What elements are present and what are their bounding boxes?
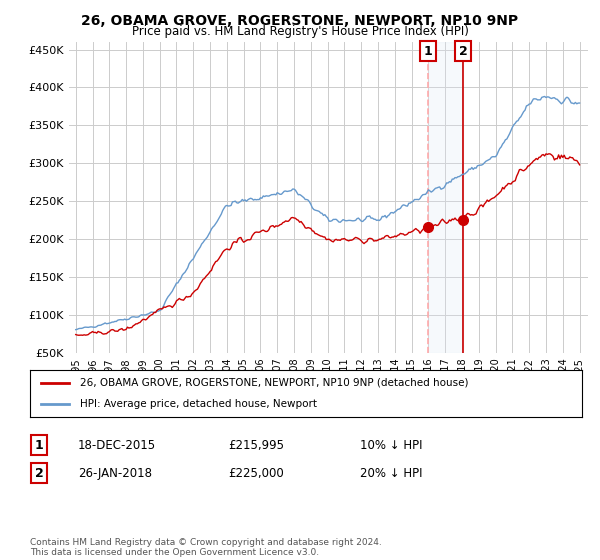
Text: 1: 1	[424, 45, 432, 58]
Text: 26, OBAMA GROVE, ROGERSTONE, NEWPORT, NP10 9NP (detached house): 26, OBAMA GROVE, ROGERSTONE, NEWPORT, NP…	[80, 378, 468, 388]
Text: £215,995: £215,995	[228, 438, 284, 452]
Text: 20% ↓ HPI: 20% ↓ HPI	[360, 466, 422, 480]
Text: HPI: Average price, detached house, Newport: HPI: Average price, detached house, Newp…	[80, 399, 317, 409]
Text: 26-JAN-2018: 26-JAN-2018	[78, 466, 152, 480]
Text: 10% ↓ HPI: 10% ↓ HPI	[360, 438, 422, 452]
Text: 2: 2	[459, 45, 467, 58]
Text: 26, OBAMA GROVE, ROGERSTONE, NEWPORT, NP10 9NP: 26, OBAMA GROVE, ROGERSTONE, NEWPORT, NP…	[82, 14, 518, 28]
Text: 1: 1	[35, 438, 43, 452]
Text: 18-DEC-2015: 18-DEC-2015	[78, 438, 156, 452]
Text: Price paid vs. HM Land Registry's House Price Index (HPI): Price paid vs. HM Land Registry's House …	[131, 25, 469, 38]
Bar	[428, 42, 463, 353]
Text: 2: 2	[35, 466, 43, 480]
Text: Contains HM Land Registry data © Crown copyright and database right 2024.
This d: Contains HM Land Registry data © Crown c…	[30, 538, 382, 557]
Text: £225,000: £225,000	[228, 466, 284, 480]
